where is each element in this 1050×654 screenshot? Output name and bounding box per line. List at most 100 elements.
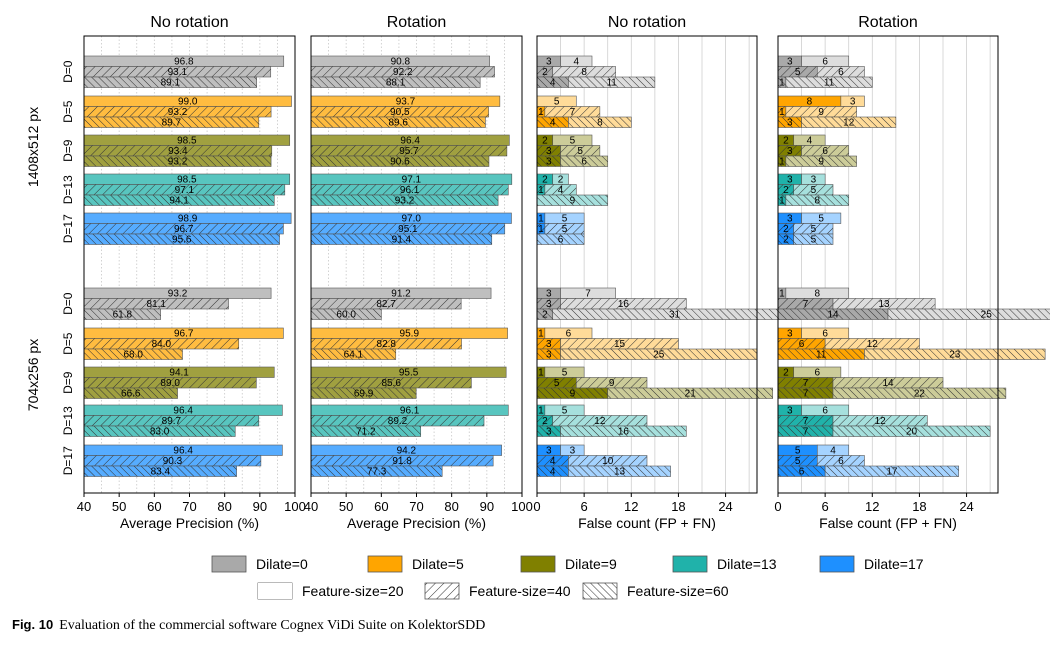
x-tick-label: 100: [284, 499, 306, 514]
x-axis-label: Average Precision (%): [347, 515, 486, 531]
bar-value-label: 97.1: [175, 185, 195, 196]
bar-hatch: [311, 145, 507, 156]
legend-swatch-hatch: [258, 583, 292, 599]
x-axis-label: False count (FP + FN): [578, 515, 716, 531]
bar-value-label: 83.4: [151, 467, 171, 478]
bar-hatch: [552, 309, 797, 320]
bar-value-label: 8: [815, 289, 821, 300]
bar-hatch: [864, 349, 1046, 360]
bar-value-label: 7: [803, 378, 809, 389]
bar-value-label: 14: [882, 378, 894, 389]
dilate-row-label: D=0: [61, 292, 75, 315]
legend-label: Dilate=9: [565, 556, 617, 572]
bar-value-label: 5: [818, 214, 824, 225]
bar-hatch: [778, 234, 794, 245]
bar-value-label: 3: [787, 214, 793, 225]
bar-hatch: [84, 466, 237, 477]
bar-hatch: [311, 195, 499, 206]
bar-value-label: 13: [614, 467, 626, 478]
bar-value-label: 4: [807, 136, 813, 147]
bar-hatch: [833, 298, 936, 309]
bar-value-label: 8: [807, 97, 813, 108]
bar-value-label: 68.0: [123, 350, 143, 361]
bar-value-label: 6: [822, 146, 828, 157]
bar-hatch: [833, 377, 943, 388]
dilate-row-label: D=5: [61, 332, 75, 355]
bar-value-label: 12: [875, 416, 887, 427]
bar-hatch: [778, 195, 786, 206]
x-tick-label: 6: [581, 499, 588, 514]
bar-hatch: [311, 377, 472, 388]
bar-value-label: 90.8: [391, 57, 411, 68]
bar-value-label: 3: [787, 57, 793, 68]
dilate-row-label: D=0: [61, 60, 75, 83]
bar-value-label: 6: [799, 467, 805, 478]
bar-value-label: 4: [558, 185, 564, 196]
bar-hatch: [311, 106, 489, 117]
bar-value-label: 96.7: [174, 329, 194, 340]
bar-value-label: 91.4: [392, 235, 412, 246]
caption-text: Evaluation of the commercial software Co…: [59, 618, 486, 633]
bar-value-label: 1: [538, 107, 544, 118]
bar-value-label: 2: [783, 136, 789, 147]
bar-value-label: 83.0: [150, 427, 170, 438]
dilate-row-label: D=13: [61, 175, 75, 204]
legend-swatch-dilate-17: [819, 555, 855, 573]
bar-value-label: 95.6: [172, 235, 192, 246]
bar-value-label: 96.4: [400, 136, 420, 147]
bar-hatch: [778, 349, 865, 360]
x-tick-label: 18: [671, 499, 685, 514]
bar-value-label: 12: [867, 339, 879, 350]
bar-hatch: [84, 195, 275, 206]
bar-value-label: 6: [558, 235, 564, 246]
bar-value-label: 1: [779, 289, 785, 300]
bar-value-label: 82.7: [376, 299, 396, 310]
bar-hatch: [84, 426, 236, 437]
legend-swatch-dilate-5: [367, 555, 403, 573]
bar-hatch: [576, 377, 647, 388]
bar-value-label: 2: [542, 175, 548, 186]
bar-value-label: 5: [570, 136, 576, 147]
bar-value-label: 2: [542, 416, 548, 427]
legend-label: Feature-size=60: [627, 583, 729, 599]
bar-value-label: 23: [949, 350, 961, 361]
bar-value-label: 1: [538, 185, 544, 196]
bar-value-label: 8: [815, 196, 821, 207]
bar-value-label: 1: [538, 406, 544, 417]
panel-frame: [536, 35, 758, 494]
bar-value-label: 16: [618, 299, 630, 310]
bar-hatch: [793, 234, 833, 245]
bar-value-label: 5: [577, 146, 583, 157]
bar-value-label: 2: [542, 136, 548, 147]
bar-hatch: [311, 455, 494, 466]
bar-hatch: [793, 184, 833, 195]
bar-value-label: 9: [570, 196, 576, 207]
bar-value-label: 93.7: [396, 97, 416, 108]
bar-hatch: [552, 415, 647, 426]
bar-hatch: [84, 106, 272, 117]
bar-value-label: 4: [550, 78, 556, 89]
bar-value-label: 22: [914, 389, 926, 400]
bar-value-label: 93.2: [395, 196, 415, 207]
bar-value-label: 14: [827, 310, 839, 321]
bar-hatch: [84, 309, 161, 320]
bar-hatch: [84, 338, 239, 349]
bar-hatch: [311, 466, 443, 477]
bar-hatch: [84, 415, 259, 426]
bar-hatch: [537, 415, 553, 426]
bar-hatch: [84, 66, 271, 77]
bar-value-label: 1: [538, 368, 544, 379]
bar-hatch: [537, 466, 569, 477]
bar-value-label: 1: [779, 157, 785, 168]
bar-value-label: 5: [562, 406, 568, 417]
resolution-label: 1408x512 px: [25, 107, 41, 187]
bar-value-label: 1: [538, 214, 544, 225]
bar-value-label: 4: [550, 456, 556, 467]
dilate-row-label: D=13: [61, 406, 75, 435]
bar-value-label: 12: [843, 118, 855, 129]
legend-label: Feature-size=20: [302, 583, 404, 599]
panel-title: No rotation: [150, 14, 228, 31]
bar-value-label: 89.7: [162, 416, 182, 427]
bar-value-label: 6: [822, 406, 828, 417]
